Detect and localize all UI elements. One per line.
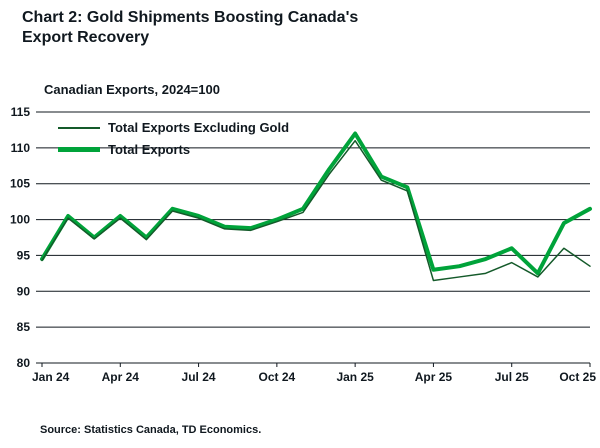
legend-row-total: Total Exports bbox=[58, 142, 289, 157]
x-tick-label: Oct 25 bbox=[559, 370, 596, 384]
y-tick-label: 105 bbox=[10, 177, 30, 191]
x-tick-label: Jan 24 bbox=[32, 370, 70, 384]
legend-label-excl-gold: Total Exports Excluding Gold bbox=[108, 120, 290, 135]
series-line-total-exports bbox=[40, 131, 592, 276]
y-tick-label: 95 bbox=[17, 248, 31, 262]
source-note: Source: Statistics Canada, TD Economics. bbox=[40, 424, 262, 436]
y-tick-label: 115 bbox=[11, 105, 31, 119]
series-line-total-exports-excluding-gold bbox=[41, 139, 591, 282]
page-title-line2: Export Recovery bbox=[22, 29, 150, 46]
y-tick-label: 110 bbox=[11, 141, 31, 155]
page-title-line1: Chart 2: Gold Shipments Boosting Canada'… bbox=[22, 9, 359, 26]
y-tick-label: 100 bbox=[10, 213, 30, 227]
x-tick-label: Jul 24 bbox=[182, 370, 216, 384]
x-tick-label: Oct 24 bbox=[259, 370, 296, 384]
total-exports-line-swatch bbox=[58, 147, 100, 152]
page-title: Chart 2: Gold Shipments Boosting Canada'… bbox=[22, 8, 358, 48]
legend-label-total: Total Exports bbox=[108, 142, 191, 157]
y-tick-label: 85 bbox=[17, 320, 31, 334]
legend-row-excl-gold: Total Exports Excluding Gold bbox=[58, 120, 289, 135]
excl-gold-line-swatch bbox=[58, 126, 100, 129]
chart-subtitle: Canadian Exports, 2024=100 bbox=[44, 82, 220, 97]
y-tick-label: 90 bbox=[17, 284, 31, 298]
x-tick-label: Apr 25 bbox=[415, 370, 453, 384]
x-tick-label: Jul 25 bbox=[495, 370, 529, 384]
x-tick-label: Jan 25 bbox=[336, 370, 374, 384]
chart-legend: Total Exports Excluding Gold Total Expor… bbox=[58, 120, 289, 157]
y-tick-label: 80 bbox=[17, 356, 31, 370]
x-tick-label: Apr 24 bbox=[102, 370, 140, 384]
